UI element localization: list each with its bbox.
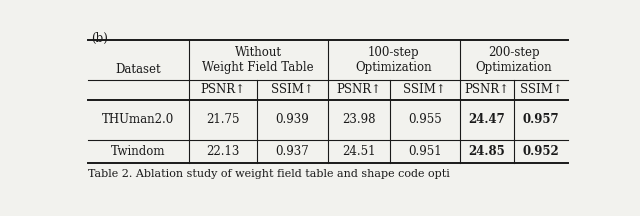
Text: PSNR↑: PSNR↑ [465,83,509,96]
Text: 0.952: 0.952 [523,145,559,158]
Text: THUman2.0: THUman2.0 [102,113,174,126]
Text: 24.85: 24.85 [468,145,505,158]
Text: 0.957: 0.957 [523,113,559,126]
Text: 200-step
Optimization: 200-step Optimization [476,46,552,74]
Text: Twindom: Twindom [111,145,165,158]
Text: PSNR↑: PSNR↑ [337,83,381,96]
Text: 0.939: 0.939 [275,113,309,126]
Text: SSIM↑: SSIM↑ [271,83,314,96]
Text: 24.51: 24.51 [342,145,376,158]
Text: PSNR↑: PSNR↑ [200,83,245,96]
Text: 0.951: 0.951 [408,145,442,158]
Text: Without
Weight Field Table: Without Weight Field Table [202,46,314,74]
Text: Table 2. Ablation study of weight field table and shape code opti: Table 2. Ablation study of weight field … [88,169,450,179]
Text: 24.47: 24.47 [468,113,505,126]
Text: Dataset: Dataset [115,63,161,76]
Text: 0.955: 0.955 [408,113,442,126]
Text: 0.937: 0.937 [275,145,309,158]
Text: 23.98: 23.98 [342,113,376,126]
Text: (b): (b) [91,32,108,45]
Text: 100-step
Optimization: 100-step Optimization [356,46,432,74]
Text: SSIM↑: SSIM↑ [520,83,563,96]
Text: 22.13: 22.13 [206,145,239,158]
Text: SSIM↑: SSIM↑ [403,83,446,96]
Text: 21.75: 21.75 [206,113,239,126]
